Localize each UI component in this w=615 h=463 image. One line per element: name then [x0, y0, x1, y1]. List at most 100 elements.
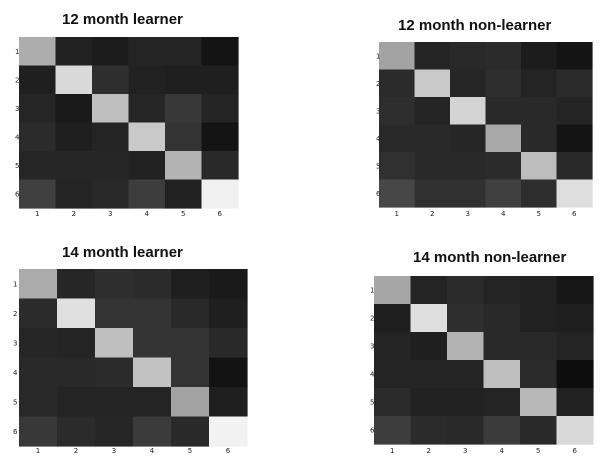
heatmap-cell-r3-c6 — [556, 332, 594, 361]
heatmap-cell-r6-c4 — [483, 416, 521, 445]
heatmap-cell-r5-c3 — [95, 387, 134, 418]
x-tick-label: 4 — [145, 210, 150, 218]
y-tick-label: 4 — [370, 371, 375, 379]
y-tick-label: 3 — [370, 343, 374, 351]
heatmap-cell-r6-c2 — [414, 179, 451, 208]
heatmap-cell-r6-c4 — [133, 416, 172, 447]
heatmap-14-month-learner: 1 2 3 4 5 6 1 2 3 4 5 6 — [13, 269, 248, 455]
x-tick-label: 3 — [466, 210, 470, 218]
y-tick-label: 3 — [376, 107, 380, 115]
heatmap-cell-r1-c1 — [19, 269, 58, 300]
heatmap-cell-r1-c3 — [447, 276, 485, 305]
heatmap-14-month-non-learner: 1 2 3 4 5 6 1 2 3 4 5 6 — [370, 276, 594, 455]
heatmap-cell-r4-c5 — [521, 124, 558, 153]
heatmap-cell-r1-c5 — [521, 42, 558, 71]
heatmap-cell-r5-c6 — [556, 152, 593, 181]
heatmap-cell-r2-c5 — [171, 298, 210, 329]
heatmap-cell-r6-c3 — [450, 179, 487, 208]
x-tick-label: 2 — [72, 210, 76, 218]
y-tick-label: 2 — [376, 80, 380, 88]
heatmap-cell-r4-c1 — [19, 122, 57, 152]
heatmap-cell-r4-c2 — [410, 360, 448, 389]
heatmap-cell-r3-c4 — [483, 332, 521, 361]
heatmap-cell-r1-c4 — [133, 269, 172, 300]
heatmap-cell-r2-c3 — [447, 304, 485, 333]
heatmap-cell-r2-c2 — [57, 298, 96, 329]
heatmap-12-month-learner: 1 2 3 4 5 6 1 2 3 4 5 6 — [15, 37, 239, 218]
heatmap-cell-r5-c2 — [414, 152, 451, 181]
heatmap-cell-r1-c1 — [19, 37, 57, 67]
x-tick-label: 6 — [572, 210, 577, 218]
heatmap-cell-r3-c3 — [95, 328, 134, 359]
heatmap-cell-r3-c6 — [556, 97, 593, 126]
heatmap-cell-r3-c5 — [171, 328, 210, 359]
y-tick-label: 5 — [370, 399, 374, 407]
heatmap-cell-r5-c4 — [128, 151, 166, 181]
heatmap-cell-r6-c4 — [485, 179, 522, 208]
heatmap-cell-r5-c2 — [55, 151, 93, 181]
heatmap-cell-r5-c4 — [485, 152, 522, 181]
heatmap-cell-r2-c2 — [55, 65, 93, 95]
heatmap-cell-r3-c2 — [57, 328, 96, 359]
heatmap-cell-r5-c4 — [133, 387, 172, 418]
heatmap-cell-r1-c6 — [201, 37, 239, 67]
panel-title-12-month-non-learner: 12 month non-learner — [398, 17, 552, 34]
heatmap-cell-r5-c5 — [171, 387, 210, 418]
heatmap-cell-r6-c2 — [410, 416, 448, 445]
heatmap-cell-r2-c1 — [19, 65, 57, 95]
heatmap-cell-r1-c4 — [485, 42, 522, 71]
heatmap-cell-r4-c6 — [556, 124, 593, 153]
x-tick-label: 6 — [573, 447, 578, 455]
heatmap-cell-r2-c4 — [128, 65, 166, 95]
heatmap-cell-r3-c1 — [374, 332, 412, 361]
heatmap-cell-r4-c4 — [128, 122, 166, 152]
x-tick-label: 5 — [537, 210, 541, 218]
heatmap-cell-r4-c4 — [483, 360, 521, 389]
x-tick-label: 3 — [108, 210, 112, 218]
heatmap-cell-r3-c2 — [414, 97, 451, 126]
heatmap-cell-r2-c1 — [379, 69, 416, 98]
heatmap-cell-r5-c3 — [92, 151, 130, 181]
heatmap-cell-r4-c1 — [379, 124, 416, 153]
heatmap-cell-r4-c1 — [19, 357, 58, 388]
heatmap-cell-r2-c6 — [556, 69, 593, 98]
heatmap-cell-r3-c2 — [55, 94, 93, 124]
heatmap-cell-r6-c3 — [95, 416, 134, 447]
heatmap-cell-r3-c4 — [485, 97, 522, 126]
panel-title-14-month-learner: 14 month learner — [62, 244, 183, 261]
heatmap-cell-r2-c4 — [133, 298, 172, 329]
heatmap-cell-r4-c6 — [209, 357, 248, 388]
heatmap-cell-r1-c6 — [556, 276, 594, 305]
heatmap-cell-r6-c2 — [55, 179, 93, 209]
heatmap-cell-r5-c5 — [521, 152, 558, 181]
heatmap-cell-r5-c1 — [19, 151, 57, 181]
y-tick-label: 4 — [376, 135, 381, 143]
heatmap-cell-r6-c3 — [92, 179, 130, 209]
heatmap-cell-r2-c3 — [92, 65, 130, 95]
y-tick-label: 2 — [13, 310, 17, 318]
heatmap-cell-r5-c1 — [374, 388, 412, 417]
heatmap-cell-r1-c2 — [410, 276, 448, 305]
x-tick-label: 1 — [35, 210, 39, 218]
heatmap-cell-r4-c2 — [55, 122, 93, 152]
heatmap-cell-r6-c1 — [379, 179, 416, 208]
heatmap-cell-r6-c6 — [556, 416, 594, 445]
x-tick-label: 2 — [430, 210, 434, 218]
heatmap-cell-r6-c1 — [19, 179, 57, 209]
y-tick-label: 6 — [15, 190, 20, 198]
heatmap-cell-r1-c5 — [165, 37, 203, 67]
heatmap-cell-r6-c6 — [556, 179, 593, 208]
heatmap-cell-r2-c6 — [556, 304, 594, 333]
x-tick-label: 5 — [536, 447, 540, 455]
heatmap-cell-r4-c5 — [520, 360, 558, 389]
heatmap-cell-r4-c3 — [92, 122, 130, 152]
heatmap-cell-r4-c6 — [201, 122, 239, 152]
heatmap-cell-r2-c5 — [520, 304, 558, 333]
x-tick-label: 4 — [500, 447, 505, 455]
x-tick-label: 2 — [427, 447, 431, 455]
heatmap-cell-r1-c6 — [556, 42, 593, 71]
heatmap-cell-r5-c3 — [450, 152, 487, 181]
heatmap-12-month-non-learner: 1 2 3 4 5 6 1 2 3 4 5 6 — [376, 42, 593, 218]
heatmap-cell-r1-c3 — [95, 269, 134, 300]
x-tick-label: 2 — [74, 447, 78, 455]
